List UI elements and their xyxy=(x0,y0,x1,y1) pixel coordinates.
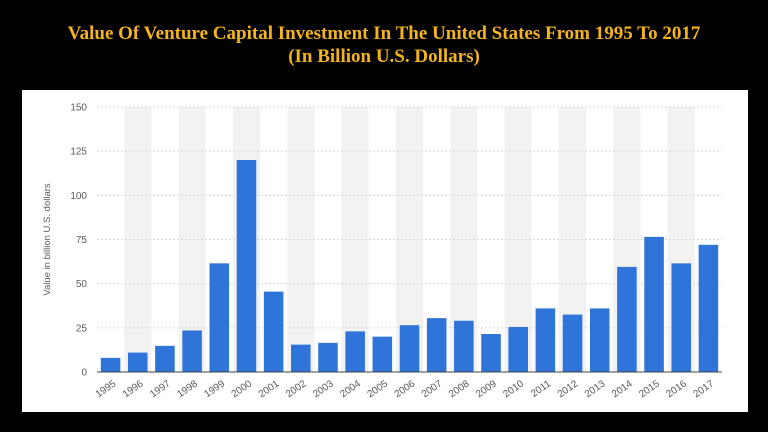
x-tick-label: 2012 xyxy=(556,378,581,400)
x-tick-label: 2002 xyxy=(284,378,309,400)
bar-1998 xyxy=(182,330,202,372)
y-tick-label: 0 xyxy=(81,368,87,379)
bar-2014 xyxy=(617,266,637,372)
x-tick-label: 2005 xyxy=(366,378,391,400)
bar-2000 xyxy=(236,160,257,372)
chart-title-line-1: Value Of Venture Capital Investment In T… xyxy=(67,23,701,44)
bar-2003 xyxy=(318,342,338,372)
bar-2005 xyxy=(372,336,393,372)
y-tick-label: 100 xyxy=(70,191,87,202)
x-tick-label: 2015 xyxy=(637,378,662,400)
x-tick-label: 2016 xyxy=(664,378,689,400)
y-tick-label: 150 xyxy=(70,103,87,114)
y-tick-label: 25 xyxy=(76,323,88,334)
bar-2006 xyxy=(399,325,420,372)
bar-2009 xyxy=(481,334,501,372)
x-tick-label: 1995 xyxy=(94,378,119,400)
y-tick-label: 50 xyxy=(76,279,88,290)
bar-2011 xyxy=(535,308,556,372)
bar-2007 xyxy=(426,318,447,372)
chart-title-line-2: (In Billion U.S. Dollars) xyxy=(288,46,480,67)
bar-1997 xyxy=(155,345,175,372)
bar-2008 xyxy=(454,320,474,372)
x-tick-label: 2014 xyxy=(610,378,635,400)
bar-chart: 0 25 50 75 100 125 150 Value in billion U.S. do… xyxy=(42,103,722,400)
x-tick-label: 2008 xyxy=(447,378,472,400)
bar-2016 xyxy=(671,263,692,372)
bar-2017 xyxy=(698,244,719,372)
bar-1996 xyxy=(127,352,148,372)
x-tick-label: 2004 xyxy=(338,378,363,400)
bar-2004 xyxy=(345,331,365,372)
bar-1999 xyxy=(209,263,230,372)
x-tick-label: 2001 xyxy=(257,378,282,400)
bar-2001 xyxy=(263,291,284,372)
x-tick-label: 2010 xyxy=(501,378,526,400)
x-tick-label: 1997 xyxy=(148,378,173,400)
bar-1995 xyxy=(100,357,121,372)
y-tick-label: 125 xyxy=(70,147,87,158)
chart-title: Value Of Venture Capital Investment In T… xyxy=(0,22,768,68)
x-tick-label: 2017 xyxy=(692,378,717,400)
bar-2015 xyxy=(644,236,664,372)
bar-2012 xyxy=(562,314,583,372)
x-tick-label: 2013 xyxy=(583,378,608,400)
x-tick-label: 1999 xyxy=(202,378,227,400)
x-tick-label: 1996 xyxy=(121,378,146,400)
y-axis-title: Value in billion U.S. dollars xyxy=(42,183,53,296)
x-tick-label: 1998 xyxy=(175,378,200,400)
y-tick-label: 75 xyxy=(76,235,88,246)
x-tick-label: 2006 xyxy=(393,378,418,400)
bar-2002 xyxy=(291,344,311,372)
x-tick-label: 2000 xyxy=(230,378,255,400)
x-tick-label: 2011 xyxy=(529,378,553,400)
x-tick-label: 2007 xyxy=(420,378,445,400)
x-tick-label: 2009 xyxy=(474,378,499,400)
bar-2013 xyxy=(589,308,610,372)
x-tick-label: 2003 xyxy=(311,378,336,400)
chart-panel: 0 25 50 75 100 125 150 Value in billion U.S. do… xyxy=(22,90,748,412)
bar-2010 xyxy=(508,326,528,372)
